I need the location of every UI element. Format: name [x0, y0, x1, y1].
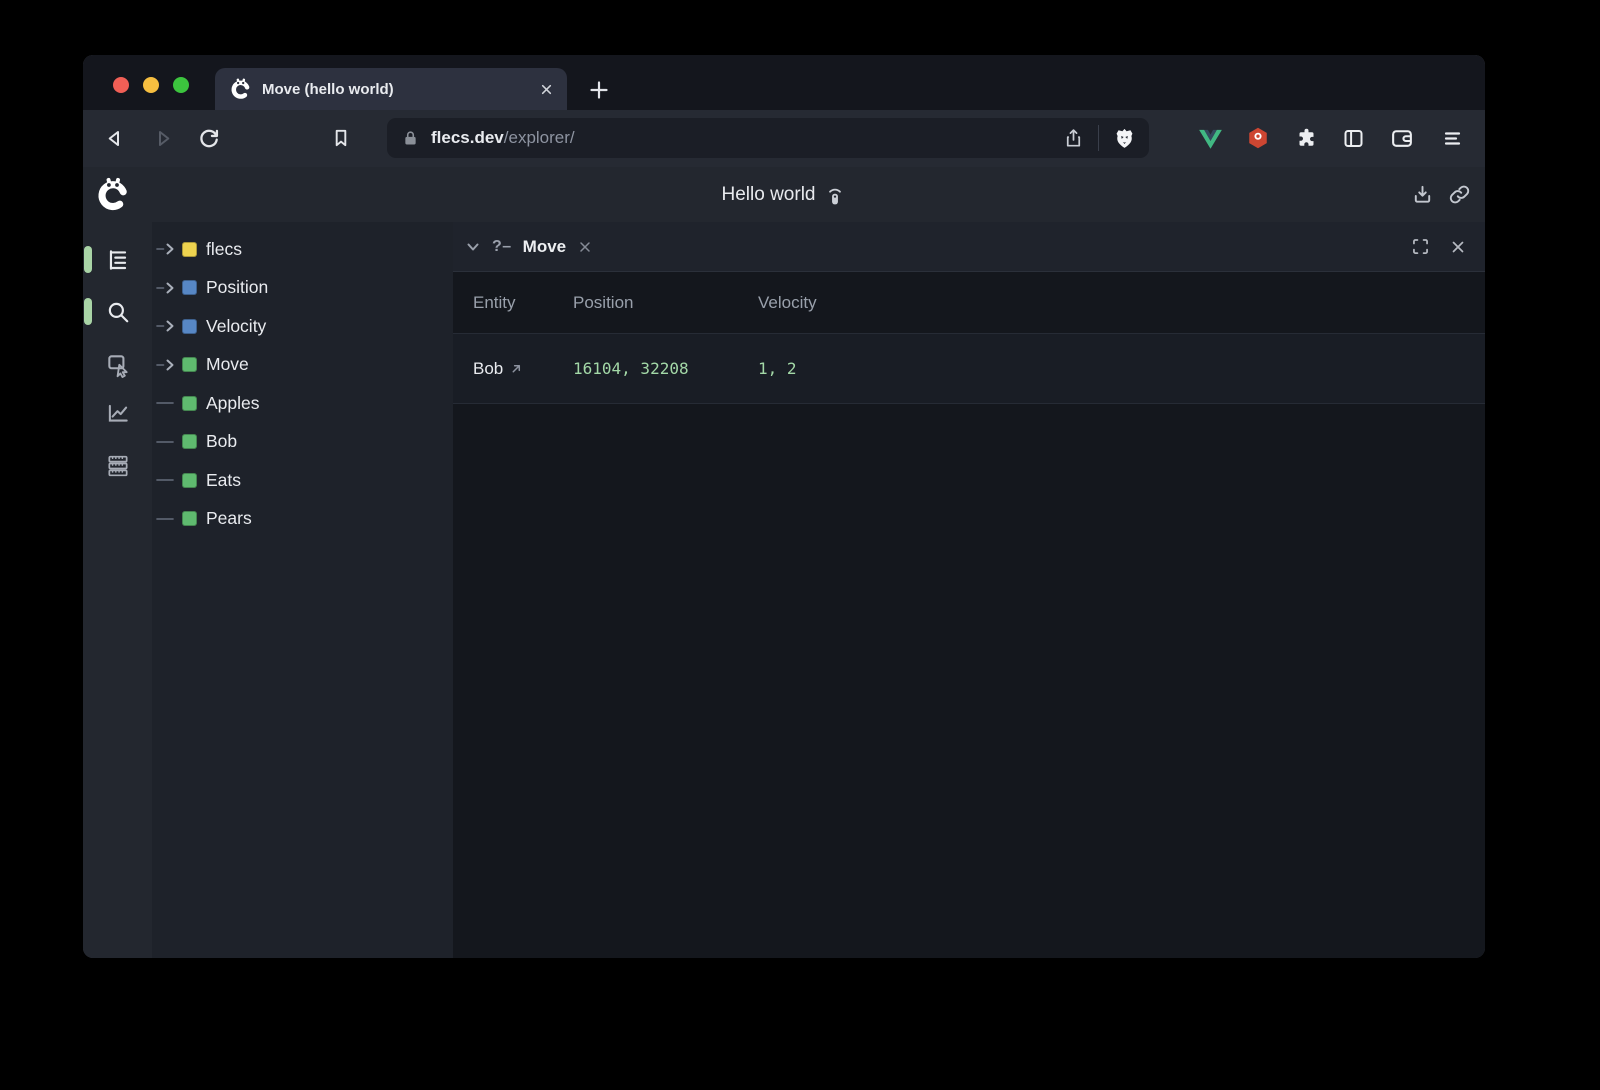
component-square-icon	[182, 318, 197, 334]
query-badge: ?–	[492, 237, 512, 255]
query-active-indicator	[84, 298, 92, 325]
page-title: Hello world	[721, 183, 816, 205]
toolbar-divider	[1098, 125, 1099, 151]
leaf-dash-icon	[156, 397, 180, 409]
tree-item-label: flecs	[206, 238, 242, 259]
entity-name-link[interactable]: Bob	[473, 358, 504, 378]
tree-item-label: Eats	[206, 469, 242, 490]
leaf-dash-icon	[156, 474, 180, 486]
url-text: flecs.dev/explorer/	[431, 128, 575, 148]
expand-arrow-icon	[156, 320, 180, 332]
reload-icon[interactable]	[196, 125, 223, 152]
hexagon-extension-icon[interactable]	[1245, 125, 1272, 152]
expand-arrow-icon	[156, 359, 180, 371]
browser-tab[interactable]: Move (hello world)	[215, 68, 567, 110]
query-panel: ?– Move Entity Position Velocity	[453, 222, 1485, 958]
column-header-velocity: Velocity	[758, 292, 817, 312]
tree-item-bob[interactable]: Bob	[152, 423, 453, 462]
url-domain: flecs.dev	[431, 128, 504, 147]
archetypes-icon[interactable]	[104, 452, 131, 479]
flecs-favicon-icon	[230, 78, 252, 100]
tree-item-label: Apples	[206, 392, 260, 413]
tree-item-label: Position	[206, 277, 269, 298]
extensions-puzzle-icon[interactable]	[1293, 125, 1320, 152]
component-square-icon	[182, 280, 197, 296]
query-search-icon[interactable]	[104, 298, 131, 325]
tree-item-velocity[interactable]: Velocity	[152, 307, 453, 346]
share-link-icon[interactable]	[1448, 183, 1471, 206]
url-path: /explorer/	[503, 128, 575, 147]
tree-item-label: Bob	[206, 431, 238, 452]
back-icon[interactable]	[102, 125, 129, 152]
tree-item-eats[interactable]: Eats	[152, 461, 453, 500]
tree-item-flecs[interactable]: flecs	[152, 230, 453, 269]
minimize-window-button[interactable]	[143, 77, 159, 93]
tab-close-icon[interactable]	[538, 81, 555, 98]
leaf-dash-icon	[156, 513, 180, 525]
browser-toolbar: flecs.dev/explorer/	[83, 110, 1485, 167]
panel-close-icon[interactable]	[1449, 238, 1467, 256]
inspector-icon[interactable]	[104, 351, 131, 378]
open-entity-arrow-icon[interactable]	[510, 362, 523, 375]
tree-item-label: Pears	[206, 508, 252, 529]
menu-icon[interactable]	[1439, 125, 1466, 152]
position-value: 16104, 32208	[573, 359, 689, 378]
remote-connection-icon	[824, 184, 846, 206]
entity-square-icon	[182, 357, 197, 373]
query-title: Move	[522, 236, 567, 256]
fullscreen-icon[interactable]	[1410, 236, 1431, 257]
tree-item-apples[interactable]: Apples	[152, 384, 453, 423]
tree-item-move[interactable]: Move	[152, 346, 453, 385]
result-table-header: Entity Position Velocity	[453, 272, 1485, 333]
bookmark-icon[interactable]	[328, 125, 355, 152]
column-header-position: Position	[573, 292, 634, 312]
new-tab-button[interactable]	[586, 77, 612, 103]
icon-sidebar	[83, 222, 152, 958]
expand-arrow-icon	[156, 243, 180, 255]
flecs-logo-icon[interactable]	[96, 177, 131, 212]
share-icon[interactable]	[1062, 127, 1085, 150]
entity-square-icon	[182, 511, 197, 527]
tree-item-position[interactable]: Position	[152, 269, 453, 308]
chevron-down-icon[interactable]	[465, 239, 481, 255]
leaf-dash-icon	[156, 436, 180, 448]
tab-title: Move (hello world)	[262, 80, 394, 98]
statistics-chart-icon[interactable]	[104, 399, 131, 426]
tree-item-label: Velocity	[206, 315, 267, 336]
entity-square-icon	[182, 434, 197, 450]
app-header: Hello world	[83, 167, 1485, 222]
table-row: Bob 16104, 32208 1, 2	[453, 333, 1485, 404]
tab-bar: Move (hello world)	[83, 55, 1485, 110]
query-panel-header: ?– Move	[453, 222, 1485, 272]
forward-icon[interactable]	[149, 125, 176, 152]
module-square-icon	[182, 241, 197, 257]
tree-item-label: Move	[206, 354, 249, 375]
tree-active-indicator	[84, 246, 92, 273]
sidebar-panel-icon[interactable]	[1340, 125, 1367, 152]
entity-tree-panel: flecs Position Velocity Move Apples	[152, 222, 453, 958]
entity-tree-icon[interactable]	[104, 246, 131, 273]
velocity-value: 1, 2	[758, 359, 797, 378]
browser-window: Move (hello world)	[83, 55, 1485, 958]
vue-devtools-icon[interactable]	[1197, 125, 1224, 152]
wallet-icon[interactable]	[1389, 125, 1416, 152]
lock-icon	[401, 129, 420, 148]
query-close-icon[interactable]	[577, 239, 593, 255]
close-window-button[interactable]	[113, 77, 129, 93]
brave-shield-icon[interactable]	[1112, 126, 1137, 151]
column-header-entity: Entity	[473, 292, 516, 312]
expand-arrow-icon	[156, 282, 180, 294]
download-icon[interactable]	[1411, 183, 1434, 206]
tree-item-pears[interactable]: Pears	[152, 500, 453, 539]
query-panel-empty-area	[453, 404, 1485, 958]
zoom-window-button[interactable]	[173, 77, 189, 93]
entity-square-icon	[182, 395, 197, 411]
entity-square-icon	[182, 472, 197, 488]
address-bar[interactable]: flecs.dev/explorer/	[387, 118, 1149, 158]
app-content: flecs Position Velocity Move Apples	[83, 222, 1485, 958]
